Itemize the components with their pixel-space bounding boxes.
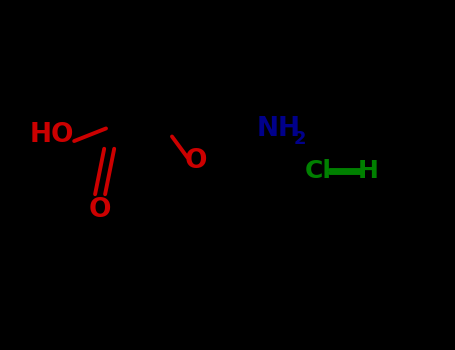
- Text: H: H: [358, 160, 379, 183]
- Text: NH: NH: [257, 117, 301, 142]
- Text: O: O: [89, 197, 111, 223]
- Text: Cl: Cl: [305, 160, 332, 183]
- Text: 2: 2: [294, 130, 307, 148]
- Text: HO: HO: [30, 122, 75, 148]
- Text: O: O: [184, 148, 207, 174]
